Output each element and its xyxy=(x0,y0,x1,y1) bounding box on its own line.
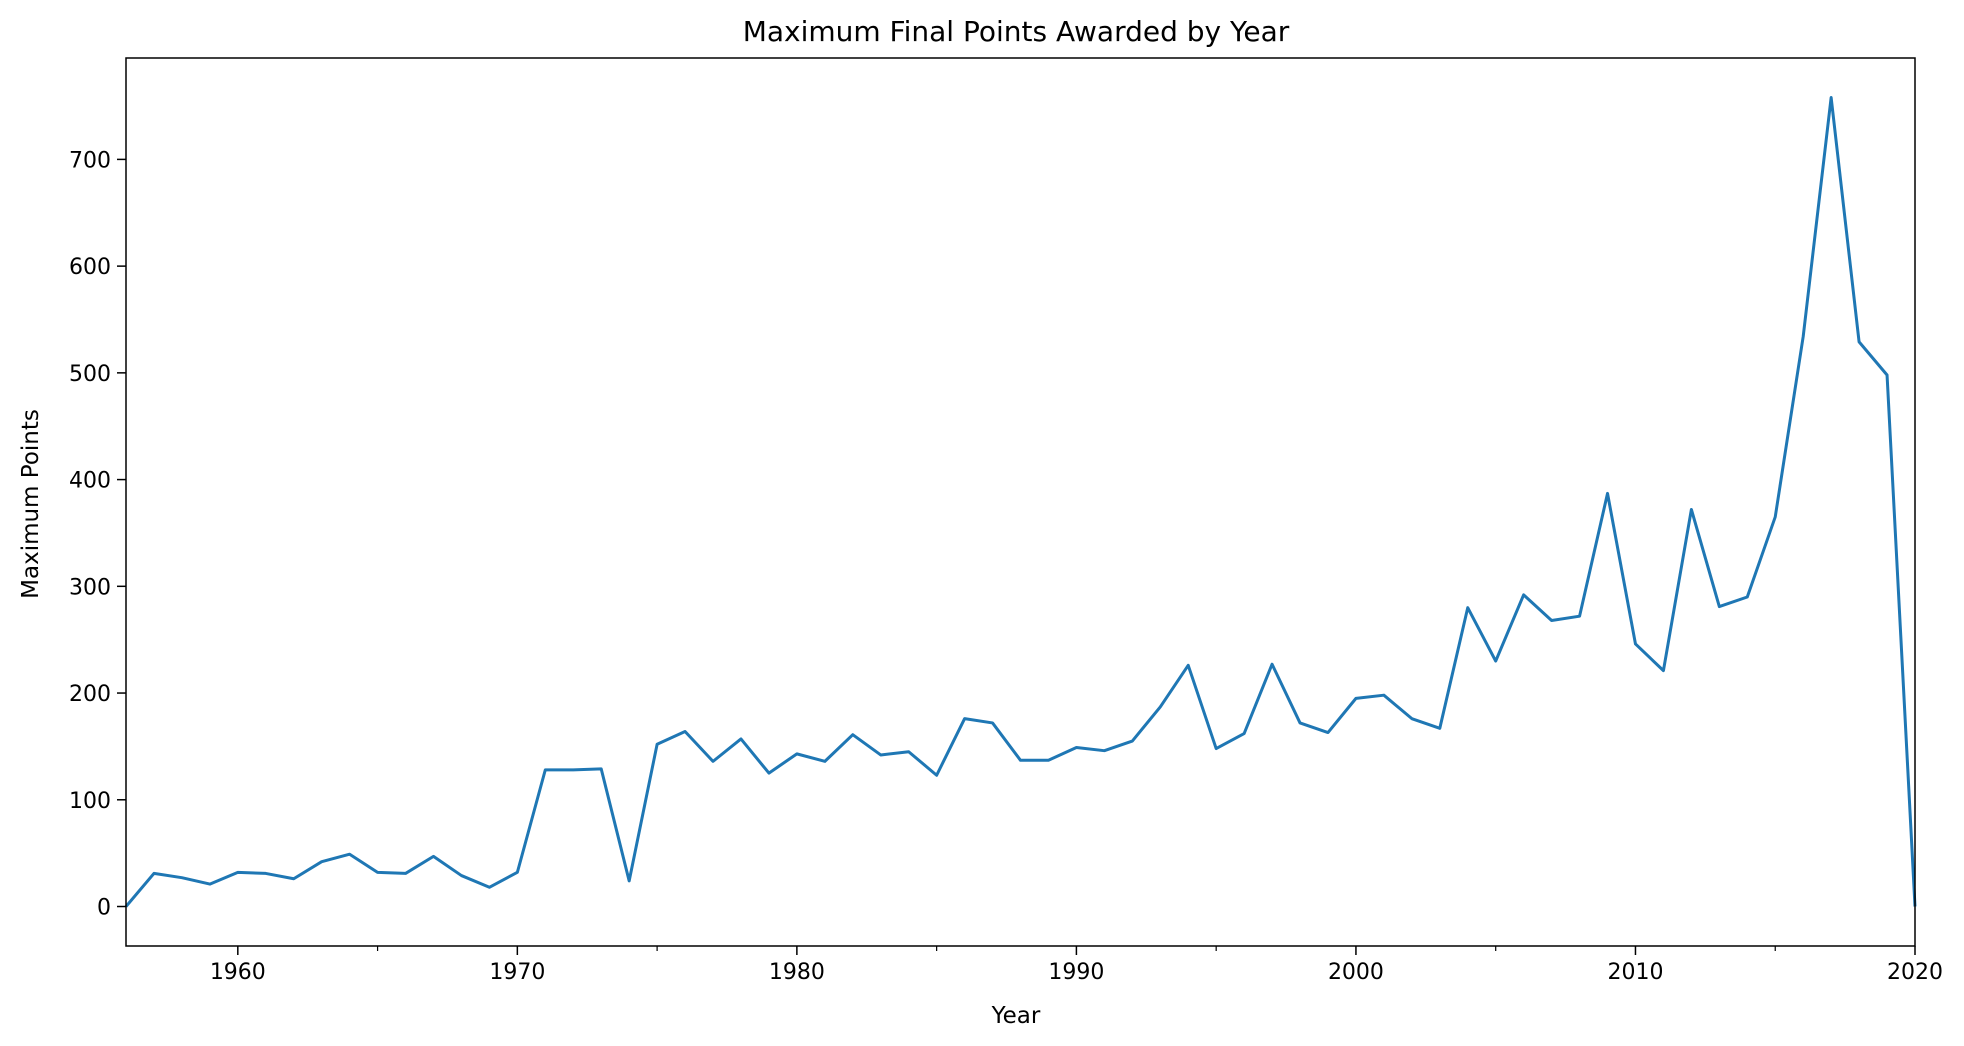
data-point-2003 xyxy=(1438,727,1441,730)
data-point-1986 xyxy=(963,717,966,720)
data-point-2014 xyxy=(1746,595,1749,598)
y-tick-label-300: 300 xyxy=(69,575,111,600)
data-point-1989 xyxy=(1047,759,1050,762)
data-point-2013 xyxy=(1718,605,1721,608)
data-point-1995 xyxy=(1215,747,1218,750)
x-axis-label: Year xyxy=(991,1003,1041,1029)
y-tick-label-500: 500 xyxy=(69,362,111,387)
data-point-1997 xyxy=(1271,663,1274,666)
y-tick-label-600: 600 xyxy=(69,255,111,280)
x-tick-label-1970: 1970 xyxy=(489,960,545,985)
data-point-1962 xyxy=(292,877,295,880)
data-point-2019 xyxy=(1886,373,1889,376)
plot-frame xyxy=(125,57,1916,947)
data-point-1966 xyxy=(404,872,407,875)
y-tick-label-400: 400 xyxy=(69,469,111,494)
data-point-1993 xyxy=(1159,705,1162,708)
data-point-1957 xyxy=(152,872,155,875)
data-point-1991 xyxy=(1103,749,1106,752)
data-point-2007 xyxy=(1550,619,1553,622)
data-point-1987 xyxy=(991,721,994,724)
x-tick-label-2020: 2020 xyxy=(1887,960,1943,985)
data-point-1972 xyxy=(572,768,575,771)
data-point-1998 xyxy=(1299,721,1302,724)
data-point-2002 xyxy=(1410,717,1413,720)
data-point-1985 xyxy=(935,774,938,777)
data-point-1970 xyxy=(516,871,519,874)
data-point-1965 xyxy=(376,871,379,874)
data-point-1990 xyxy=(1075,746,1078,749)
x-tick-label-2000: 2000 xyxy=(1328,960,1384,985)
data-point-2000 xyxy=(1354,697,1357,700)
data-point-1967 xyxy=(432,855,435,858)
data-point-1982 xyxy=(851,733,854,736)
data-point-2016 xyxy=(1802,335,1805,338)
data-point-1996 xyxy=(1243,732,1246,735)
data-point-1964 xyxy=(348,853,351,856)
data-point-1969 xyxy=(488,886,491,889)
data-point-2012 xyxy=(1690,508,1693,511)
y-tick-label-100: 100 xyxy=(69,789,111,814)
data-point-2001 xyxy=(1382,694,1385,697)
chart-title: Maximum Final Points Awarded by Year xyxy=(743,15,1290,48)
data-point-1988 xyxy=(1019,759,1022,762)
data-point-2011 xyxy=(1662,669,1665,672)
data-point-1963 xyxy=(320,860,323,863)
y-tick-label-0: 0 xyxy=(97,896,111,921)
x-tick-label-1990: 1990 xyxy=(1048,960,1104,985)
ticks-layer: 1960 1970 1980 1990 2000 2010 2020 0 100 200 300 40… xyxy=(69,148,1943,985)
data-point-2008 xyxy=(1578,615,1581,618)
data-point-2005 xyxy=(1494,660,1497,663)
data-point-2018 xyxy=(1858,340,1861,343)
data-point-1958 xyxy=(180,876,183,879)
data-point-2009 xyxy=(1606,492,1609,495)
data-point-1975 xyxy=(656,743,659,746)
data-point-1983 xyxy=(879,753,882,756)
data-point-1976 xyxy=(684,730,687,733)
data-point-1994 xyxy=(1187,664,1190,667)
data-point-1977 xyxy=(712,760,715,763)
data-point-2010 xyxy=(1634,642,1637,645)
data-point-1973 xyxy=(600,767,603,770)
data-point-1981 xyxy=(823,760,826,763)
data-point-1999 xyxy=(1326,731,1329,734)
series-layer xyxy=(124,95,1917,908)
y-axis-label: Maximum Points xyxy=(18,409,44,599)
data-point-2015 xyxy=(1774,515,1777,518)
data-point-1974 xyxy=(628,879,631,882)
x-tick-label-1980: 1980 xyxy=(769,960,825,985)
data-point-1960 xyxy=(236,871,239,874)
x-tick-label-1960: 1960 xyxy=(210,960,266,985)
data-point-2006 xyxy=(1522,593,1525,596)
data-point-1968 xyxy=(460,874,463,877)
y-tick-label-200: 200 xyxy=(69,682,111,707)
series-line-0 xyxy=(124,95,1917,908)
x-tick-label-2010: 2010 xyxy=(1607,960,1663,985)
data-point-1971 xyxy=(544,768,547,771)
data-point-1980 xyxy=(795,752,798,755)
y-tick-label-700: 700 xyxy=(69,148,111,173)
data-point-1984 xyxy=(907,750,910,753)
data-point-1959 xyxy=(208,883,211,886)
data-point-1961 xyxy=(264,872,267,875)
data-point-1992 xyxy=(1131,740,1134,743)
data-point-1978 xyxy=(739,737,742,740)
data-point-2017 xyxy=(1830,96,1833,99)
data-point-1979 xyxy=(767,772,770,775)
data-point-2004 xyxy=(1466,606,1469,609)
